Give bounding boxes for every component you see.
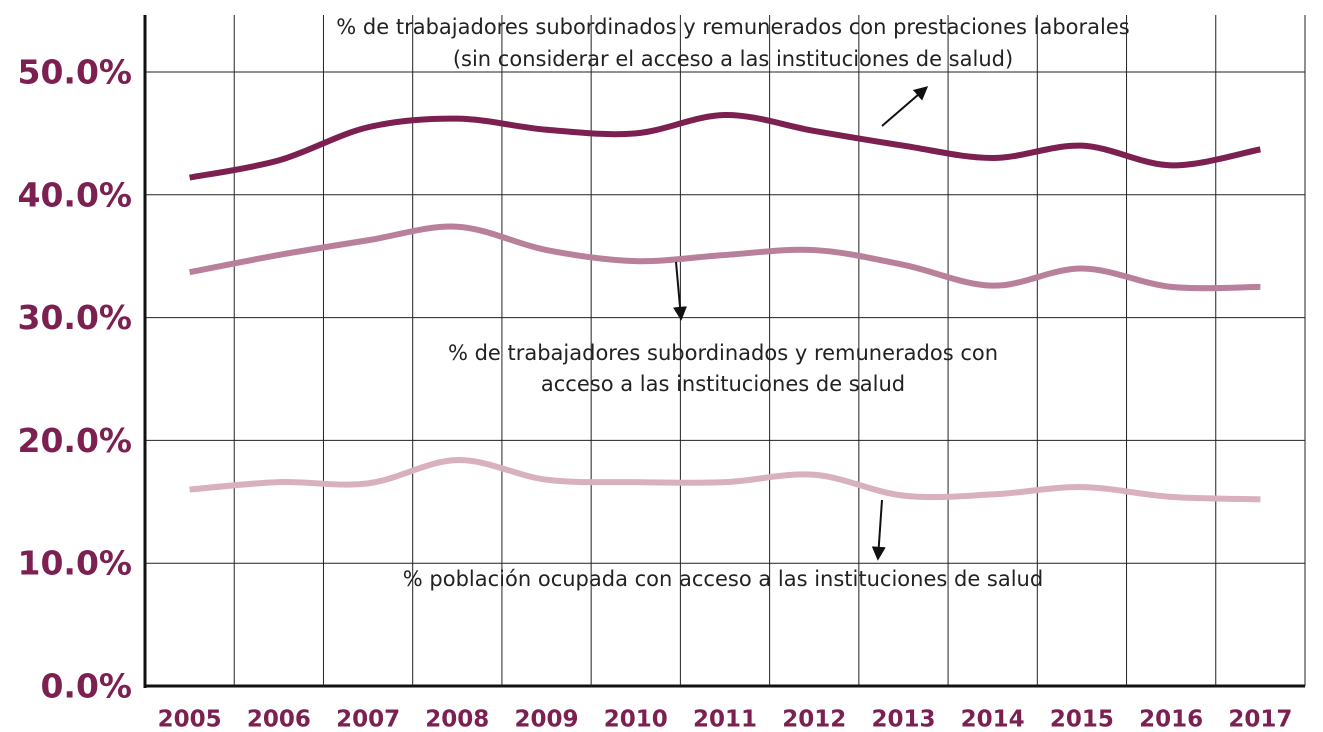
y-tick-label: 40.0%	[18, 175, 133, 214]
y-tick-label: 0.0%	[40, 667, 132, 706]
series-line	[189, 457, 1261, 503]
x-tick-label: 2006	[247, 707, 311, 732]
y-tick-label: 10.0%	[18, 544, 133, 583]
x-tick-label: 2008	[425, 707, 489, 732]
arrow	[881, 86, 929, 127]
x-tick-label: 2017	[1228, 707, 1292, 732]
annotation: % población ocupada con acceso a las ins…	[403, 567, 1043, 591]
x-tick-label: 2012	[782, 707, 846, 732]
annotation: % de trabajadores subordinados y remuner…	[336, 15, 1129, 39]
x-tick-label: 2013	[871, 707, 935, 732]
x-tick-label: 2009	[515, 707, 579, 732]
x-tick-label: 2014	[961, 707, 1025, 732]
x-tick-label: 2007	[336, 707, 400, 732]
y-tick-label: 30.0%	[18, 298, 133, 337]
arrow	[871, 499, 886, 561]
annotation: (sin considerar el acceso a las instituc…	[453, 47, 1013, 71]
x-tick-label: 2005	[158, 707, 222, 732]
series-line	[189, 223, 1261, 292]
x-tick-label: 2010	[604, 707, 668, 732]
series-line	[189, 111, 1261, 181]
x-tick-label: 2016	[1139, 707, 1203, 732]
x-tick-label: 2015	[1050, 707, 1114, 732]
y-tick-label: 20.0%	[18, 421, 133, 460]
annotation: acceso a las instituciones de salud	[541, 372, 905, 396]
annotation: % de trabajadores subordinados y remuner…	[448, 341, 998, 365]
y-tick-label: 50.0%	[18, 53, 133, 92]
x-tick-label: 2011	[693, 707, 757, 732]
arrow	[673, 261, 687, 321]
